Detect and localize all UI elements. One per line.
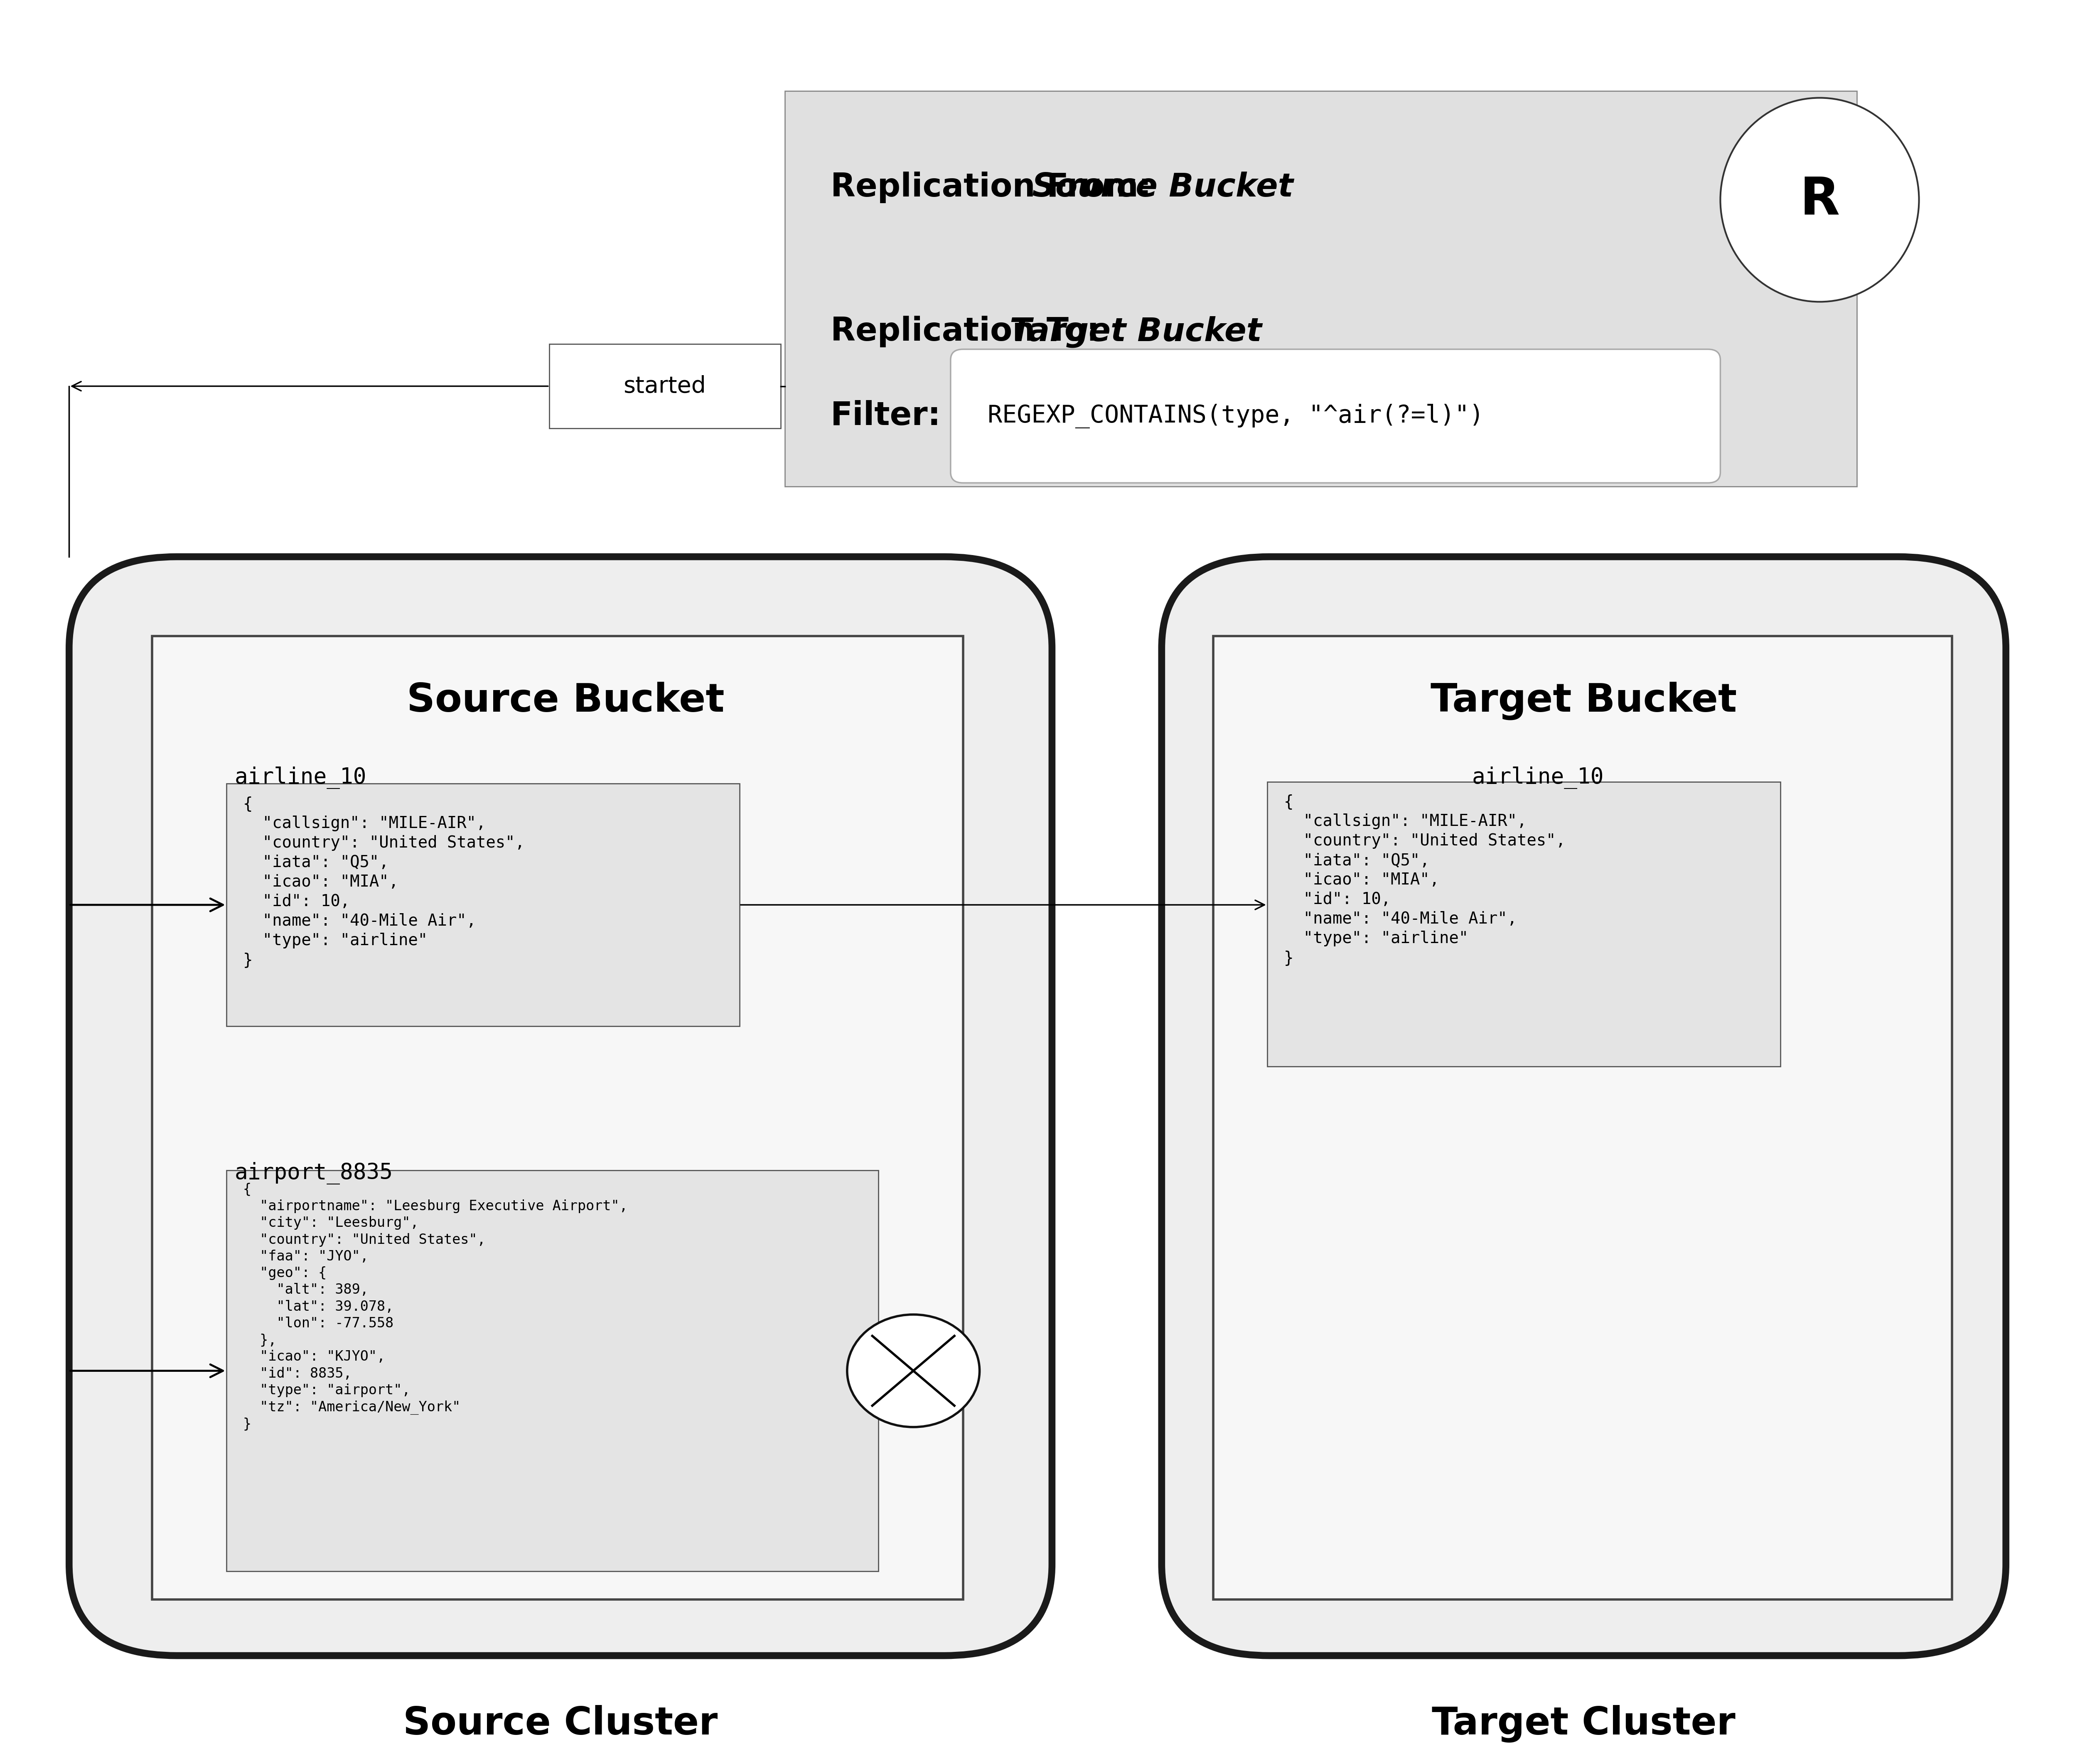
Text: started: started bbox=[625, 376, 706, 397]
Bar bbox=[784, 90, 1857, 487]
Text: Source Bucket: Source Bucket bbox=[1031, 171, 1293, 203]
Bar bbox=[226, 783, 739, 1027]
Text: Target Bucket: Target Bucket bbox=[1430, 681, 1737, 720]
Text: {
  "callsign": "MILE-AIR",
  "country": "United States",
  "iata": "Q5",
  "ica: { "callsign": "MILE-AIR", "country": "Un… bbox=[243, 796, 525, 968]
Text: airline_10: airline_10 bbox=[234, 766, 367, 789]
Text: Replication To:: Replication To: bbox=[830, 316, 1110, 348]
Ellipse shape bbox=[1720, 97, 1919, 302]
FancyBboxPatch shape bbox=[950, 349, 1720, 483]
Text: {
  "callsign": "MILE-AIR",
  "country": "United States",
  "iata": "Q5",
  "ica: { "callsign": "MILE-AIR", "country": "Un… bbox=[1284, 794, 1565, 967]
Text: airline_10: airline_10 bbox=[1471, 766, 1604, 789]
Text: Source Bucket: Source Bucket bbox=[407, 683, 724, 720]
Text: Filter:: Filter: bbox=[830, 400, 942, 432]
Bar bbox=[1214, 635, 1953, 1600]
Bar bbox=[1268, 781, 1780, 1067]
Text: Target Bucket: Target Bucket bbox=[1011, 316, 1262, 348]
Text: Replication From:: Replication From: bbox=[830, 171, 1162, 203]
Bar bbox=[550, 344, 780, 429]
Bar bbox=[151, 635, 963, 1600]
FancyBboxPatch shape bbox=[1162, 557, 2007, 1656]
Bar bbox=[226, 1170, 878, 1572]
Text: {
  "airportname": "Leesburg Executive Airport",
  "city": "Leesburg",
  "countr: { "airportname": "Leesburg Executive Air… bbox=[243, 1182, 627, 1431]
Text: R: R bbox=[1799, 175, 1841, 226]
Text: airport_8835: airport_8835 bbox=[234, 1162, 392, 1184]
FancyBboxPatch shape bbox=[68, 557, 1052, 1656]
Text: Source Cluster: Source Cluster bbox=[403, 1704, 718, 1743]
Text: Target Cluster: Target Cluster bbox=[1432, 1704, 1735, 1743]
Text: REGEXP_CONTAINS(type, "^air(?=l)"): REGEXP_CONTAINS(type, "^air(?=l)") bbox=[988, 404, 1484, 429]
Circle shape bbox=[847, 1314, 979, 1427]
